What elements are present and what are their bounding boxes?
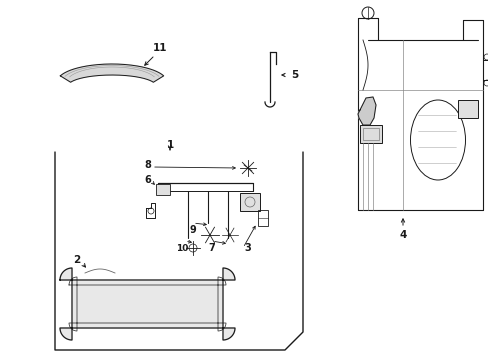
Text: 8: 8 xyxy=(144,160,151,170)
Polygon shape xyxy=(60,64,163,82)
Bar xyxy=(258,210,267,226)
Bar xyxy=(362,128,378,140)
Text: 4: 4 xyxy=(399,230,406,240)
Text: 7: 7 xyxy=(208,243,215,253)
Text: 10: 10 xyxy=(176,243,188,252)
Text: 3: 3 xyxy=(244,243,251,253)
Bar xyxy=(240,193,260,211)
Text: 6: 6 xyxy=(144,175,151,185)
Bar xyxy=(156,184,170,195)
Text: 5: 5 xyxy=(291,70,298,80)
Polygon shape xyxy=(60,268,235,340)
Text: 1: 1 xyxy=(166,140,173,150)
Bar xyxy=(457,100,477,118)
Text: 11: 11 xyxy=(152,43,167,53)
Bar xyxy=(359,125,381,143)
Text: 9: 9 xyxy=(189,225,196,235)
Text: 2: 2 xyxy=(73,255,81,265)
Polygon shape xyxy=(357,97,375,125)
